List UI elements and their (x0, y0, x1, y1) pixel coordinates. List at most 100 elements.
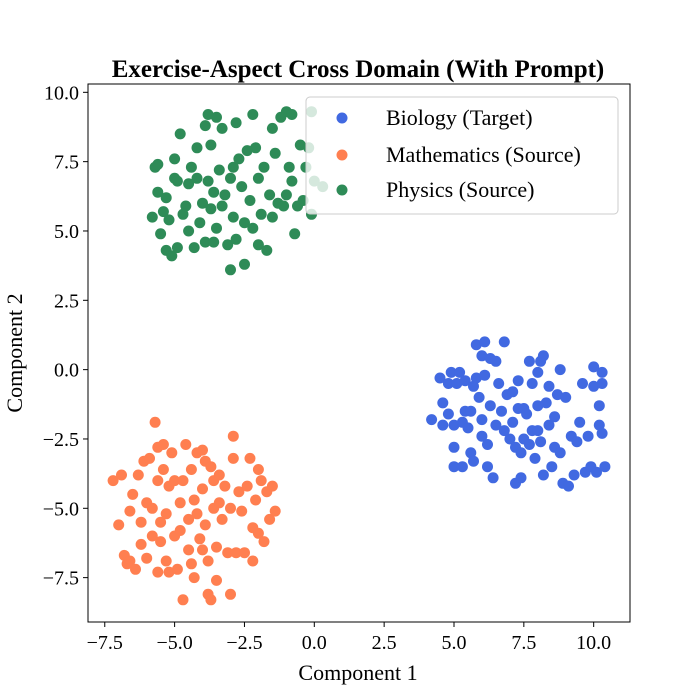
legend-label-biology: Biology (Target) (386, 105, 533, 130)
data-point (208, 236, 220, 248)
data-point (247, 555, 259, 567)
data-point (496, 405, 507, 417)
data-point (213, 497, 225, 509)
data-point (278, 200, 290, 212)
x-tick-label: 2.5 (372, 632, 397, 654)
data-point (208, 186, 220, 198)
data-point (222, 239, 234, 251)
y-tick-label: 0.0 (54, 360, 79, 382)
data-point (219, 189, 231, 201)
data-point (216, 513, 228, 525)
data-point (560, 391, 572, 403)
data-point (157, 464, 169, 475)
data-point (188, 242, 200, 254)
data-point (445, 366, 457, 378)
data-point (236, 505, 248, 517)
data-point (194, 217, 206, 229)
data-point (549, 411, 561, 423)
data-point (191, 508, 203, 520)
data-point (191, 172, 203, 184)
data-point (183, 225, 195, 237)
data-point (258, 161, 270, 173)
data-point (280, 189, 292, 201)
legend-item-mathematics: Mathematics (Source) (336, 142, 581, 167)
x-tick-label: −7.5 (87, 632, 123, 654)
data-point (261, 244, 273, 256)
data-point (554, 447, 566, 459)
data-point (225, 172, 236, 184)
data-point (241, 145, 253, 157)
data-point (241, 480, 253, 492)
legend-frame (305, 96, 619, 215)
data-point (266, 480, 278, 492)
data-point (183, 544, 195, 556)
data-point (216, 122, 228, 134)
legend-marker-biology (336, 112, 348, 124)
data-point (113, 519, 125, 531)
data-point (227, 161, 239, 173)
data-point (213, 164, 225, 176)
data-point (252, 239, 264, 251)
data-point (479, 369, 491, 381)
data-point (199, 236, 211, 248)
data-point (448, 441, 460, 453)
data-point (577, 378, 588, 389)
data-point (116, 469, 127, 481)
data-point (482, 461, 493, 473)
data-point (222, 547, 234, 559)
data-point (543, 380, 555, 392)
data-point (476, 414, 488, 426)
legend-item-biology: Biology (Target) (336, 105, 533, 130)
data-point (183, 513, 195, 525)
data-point (515, 472, 527, 484)
data-point (546, 461, 558, 473)
legend-item-physics: Physics (Source) (336, 177, 534, 202)
data-point (591, 466, 602, 478)
data-point (490, 355, 502, 367)
legend: Biology (Target) Mathematics (Source) Ph… (305, 96, 619, 215)
data-point (250, 142, 262, 154)
data-point (529, 452, 541, 464)
data-point (540, 397, 552, 409)
data-point (247, 222, 259, 234)
legend-marker-mathematics (336, 149, 348, 161)
x-axis: −7.5 −5.0 −2.5 0.0 2.5 5.0 7.5 10.0 (87, 622, 611, 654)
data-point (283, 161, 295, 173)
legend-label-mathematics: Mathematics (Source) (386, 142, 581, 167)
data-point (582, 430, 594, 442)
data-point (211, 222, 222, 234)
data-point (157, 206, 169, 218)
data-point (107, 475, 119, 487)
data-point (493, 378, 505, 389)
data-point (152, 566, 164, 578)
data-point (197, 444, 208, 456)
data-point (233, 486, 245, 498)
data-point (250, 494, 262, 506)
data-point (476, 430, 488, 442)
data-point (152, 158, 164, 170)
x-tick-label: 7.5 (511, 632, 536, 654)
data-point (465, 405, 477, 417)
data-point (152, 186, 164, 198)
data-point (266, 211, 278, 223)
data-point (239, 547, 250, 559)
data-point (225, 502, 236, 514)
data-point (130, 563, 141, 575)
data-point (144, 452, 155, 464)
data-point (141, 552, 153, 564)
data-point (180, 439, 192, 450)
data-point (551, 389, 563, 401)
data-point (160, 192, 172, 204)
data-point (596, 378, 608, 389)
data-point (437, 397, 449, 409)
data-point (166, 447, 178, 459)
y-axis-label: Component 2 (2, 293, 27, 412)
data-point (124, 555, 136, 567)
data-point (264, 189, 276, 201)
data-point (451, 378, 463, 389)
data-point (462, 422, 474, 434)
data-point (197, 544, 208, 556)
data-point (507, 386, 519, 398)
data-point (225, 588, 236, 600)
